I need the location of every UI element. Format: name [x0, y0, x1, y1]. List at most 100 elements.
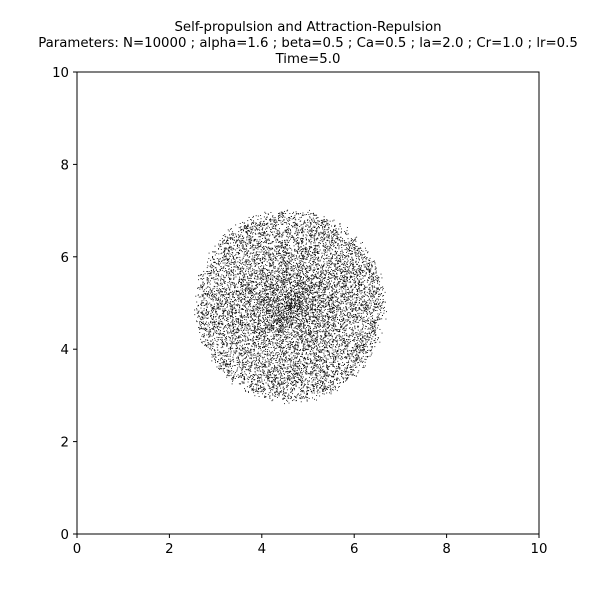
particle-point: [298, 269, 300, 270]
particle-point: [232, 358, 234, 360]
particle-point: [364, 295, 365, 297]
particle-point: [253, 328, 255, 330]
particle-point: [358, 251, 360, 253]
particle-point: [306, 238, 307, 240]
particle-point: [232, 304, 234, 306]
particle-point: [322, 366, 323, 368]
particle-point: [317, 309, 319, 311]
particle-point: [214, 354, 216, 356]
particle-point: [331, 245, 333, 247]
particle-point: [283, 319, 285, 321]
particle-point: [359, 272, 361, 274]
particle-point: [279, 318, 281, 319]
particle-point: [360, 285, 362, 287]
particle-point: [346, 281, 348, 283]
particle-point: [356, 278, 358, 279]
particle-point: [265, 396, 267, 398]
particle-point: [335, 232, 337, 234]
particle-point: [277, 229, 279, 231]
particle-point: [324, 247, 326, 249]
particle-point: [316, 386, 318, 388]
particle-point: [311, 280, 312, 282]
particle-point: [290, 361, 292, 363]
particle-point: [268, 303, 270, 305]
particle-point: [235, 264, 237, 266]
particle-point: [274, 259, 276, 261]
particle-point: [351, 259, 353, 261]
particle-point: [317, 244, 319, 246]
particle-point: [286, 371, 288, 373]
particle-point: [357, 337, 359, 339]
particle-point: [296, 234, 298, 236]
particle-point: [355, 271, 357, 273]
particle-point: [264, 351, 266, 352]
particle-point: [295, 282, 297, 283]
particle-point: [351, 286, 353, 287]
particle-point: [236, 290, 238, 292]
particle-point: [263, 234, 265, 236]
particle-point: [356, 255, 358, 257]
particle-point: [328, 384, 330, 386]
particle-point: [206, 293, 208, 295]
particle-point: [315, 295, 317, 297]
particle-point: [290, 366, 292, 367]
particle-point: [290, 341, 292, 343]
particle-point: [344, 286, 346, 288]
particle-point: [338, 245, 340, 247]
particle-point: [241, 259, 243, 261]
particle-point: [252, 389, 254, 390]
particle-point: [298, 256, 300, 258]
particle-point: [365, 345, 367, 347]
particle-point: [372, 273, 374, 275]
particle-point: [287, 293, 289, 295]
particle-point: [335, 347, 337, 348]
particle-point: [264, 396, 266, 398]
particle-point: [308, 241, 310, 243]
particle-point: [219, 363, 221, 365]
particle-point: [276, 318, 278, 320]
particle-point: [367, 279, 369, 281]
particle-point: [328, 331, 330, 333]
particle-point: [375, 290, 377, 292]
particle-point: [291, 253, 293, 255]
particle-point: [346, 314, 348, 316]
particle-point: [316, 399, 317, 401]
particle-point: [364, 344, 365, 345]
particle-point: [271, 327, 273, 329]
particle-point: [231, 311, 233, 313]
particle-point: [337, 308, 339, 310]
particle-point: [234, 255, 236, 256]
particle-point: [360, 250, 362, 251]
particle-point: [314, 268, 316, 270]
particle-point: [269, 234, 271, 236]
particle-point: [319, 271, 321, 273]
particle-point: [279, 367, 281, 369]
particle-point: [316, 321, 318, 323]
particle-point: [263, 304, 265, 306]
particle-point: [255, 384, 257, 385]
particle-point: [343, 365, 345, 366]
particle-point: [304, 253, 306, 255]
particle-point: [280, 324, 282, 326]
particle-point: [349, 350, 351, 351]
particle-point: [293, 295, 295, 297]
plot-area-background: [77, 72, 539, 534]
particle-point: [315, 365, 317, 367]
particle-point: [280, 348, 282, 350]
particle-point: [295, 328, 297, 329]
particle-point: [371, 321, 373, 322]
particle-point: [309, 387, 311, 389]
particle-point: [323, 390, 325, 392]
particle-point: [296, 278, 298, 279]
particle-point: [251, 258, 253, 260]
particle-point: [287, 243, 288, 245]
particle-point: [337, 283, 339, 285]
particle-point: [262, 301, 264, 303]
particle-point: [358, 335, 360, 337]
particle-point: [363, 348, 365, 350]
particle-point: [294, 395, 296, 397]
particle-point: [286, 381, 288, 383]
particle-point: [334, 372, 336, 374]
particle-point: [272, 370, 274, 371]
particle-point: [369, 311, 370, 312]
